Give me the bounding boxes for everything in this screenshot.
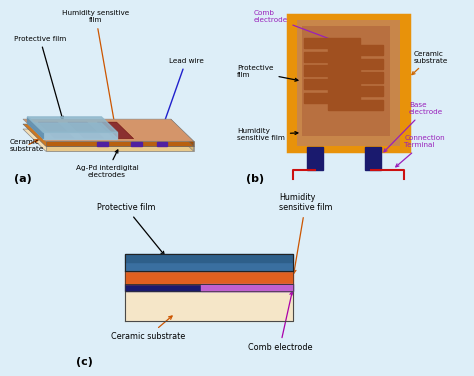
- Text: Comb
electrode: Comb electrode: [253, 10, 335, 41]
- Polygon shape: [304, 79, 360, 89]
- Text: Base
electrode: Base electrode: [384, 102, 443, 152]
- Polygon shape: [27, 117, 44, 139]
- Polygon shape: [304, 52, 360, 62]
- Polygon shape: [156, 142, 167, 146]
- Text: Ceramic
substrate: Ceramic substrate: [412, 51, 448, 74]
- Text: Protective film: Protective film: [97, 203, 164, 255]
- Polygon shape: [125, 284, 293, 291]
- Text: Connection
Terminal: Connection Terminal: [396, 135, 445, 167]
- Polygon shape: [27, 117, 118, 132]
- Bar: [297, 20, 400, 146]
- Polygon shape: [304, 38, 360, 48]
- Polygon shape: [23, 119, 193, 141]
- Polygon shape: [125, 254, 293, 262]
- Text: Protective film: Protective film: [14, 36, 66, 120]
- Polygon shape: [171, 124, 193, 151]
- Text: Humidity
sensitive film: Humidity sensitive film: [237, 128, 298, 141]
- Polygon shape: [328, 86, 383, 96]
- Text: Protective
film: Protective film: [237, 65, 298, 81]
- Text: Ceramic substrate: Ceramic substrate: [111, 316, 185, 341]
- Polygon shape: [131, 142, 142, 146]
- Text: Ag-Pd interdigital
electrodes: Ag-Pd interdigital electrodes: [76, 150, 138, 178]
- Polygon shape: [125, 271, 293, 284]
- Polygon shape: [68, 122, 104, 139]
- Polygon shape: [23, 124, 193, 146]
- Polygon shape: [365, 147, 381, 170]
- Polygon shape: [328, 73, 383, 82]
- Bar: [288, 15, 409, 151]
- Text: Humidity
sensitive film: Humidity sensitive film: [279, 193, 333, 273]
- Text: (c): (c): [76, 357, 92, 367]
- Polygon shape: [98, 142, 108, 146]
- Polygon shape: [27, 123, 118, 139]
- Polygon shape: [97, 122, 134, 139]
- Polygon shape: [328, 45, 383, 55]
- Text: Lead wire: Lead wire: [158, 58, 203, 140]
- Polygon shape: [38, 122, 74, 139]
- Text: (a): (a): [14, 174, 32, 185]
- Polygon shape: [307, 147, 323, 170]
- Polygon shape: [304, 65, 360, 76]
- Polygon shape: [23, 129, 193, 151]
- Polygon shape: [125, 262, 293, 271]
- Polygon shape: [46, 141, 193, 146]
- Polygon shape: [304, 93, 360, 103]
- Polygon shape: [201, 284, 293, 291]
- Polygon shape: [171, 119, 193, 146]
- Bar: [302, 26, 390, 136]
- Text: Humidity sensitive
film: Humidity sensitive film: [62, 10, 129, 126]
- Polygon shape: [328, 100, 383, 110]
- Text: Ceramic
substrate: Ceramic substrate: [9, 139, 44, 152]
- Polygon shape: [44, 132, 118, 139]
- Polygon shape: [46, 146, 193, 151]
- Text: Comb electrode: Comb electrode: [247, 291, 312, 352]
- Polygon shape: [328, 59, 383, 69]
- Text: (b): (b): [246, 174, 264, 185]
- Polygon shape: [125, 291, 293, 321]
